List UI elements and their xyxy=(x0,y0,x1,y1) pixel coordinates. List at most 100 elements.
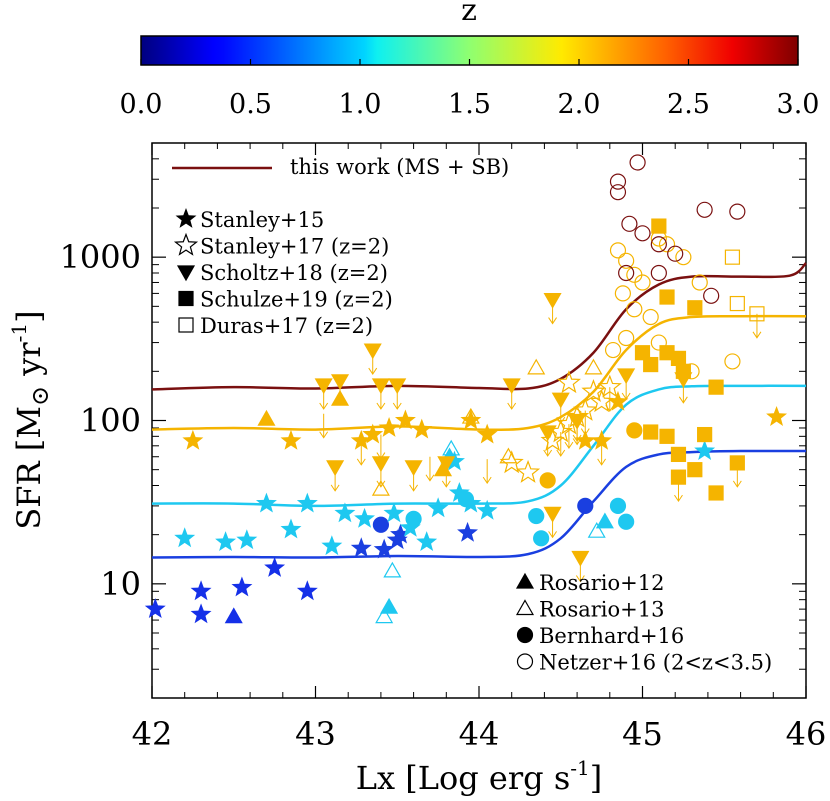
legend-symbol-square-open xyxy=(178,317,194,333)
data-points xyxy=(144,154,788,624)
point-tri-down-filled xyxy=(543,292,562,309)
point-circle-open xyxy=(618,329,635,347)
legend-symbol-circle-filled xyxy=(516,626,534,644)
point-circle-open xyxy=(618,252,635,269)
point-tri-up-filled xyxy=(330,390,350,406)
point-circle-filled xyxy=(609,497,627,515)
point-circle-open xyxy=(675,249,692,266)
upper-limit-arrowhead xyxy=(597,458,607,466)
point-tri-up-open xyxy=(442,439,461,456)
point-square-filled xyxy=(634,345,651,361)
point-star-filled xyxy=(321,535,343,556)
point-circle-open xyxy=(609,173,627,190)
point-circle-filled xyxy=(577,497,594,515)
upper-limit-arrowhead xyxy=(556,449,566,457)
upper-limit-arrowhead xyxy=(441,480,451,488)
point-star-filled xyxy=(215,531,237,552)
point-square-open xyxy=(729,295,745,312)
x-tick-label: 45 xyxy=(622,715,663,753)
upper-limit-arrowhead xyxy=(356,458,366,466)
upper-limit-arrowhead xyxy=(409,484,419,492)
point-star-filled xyxy=(448,481,470,502)
upper-limit-arrowhead xyxy=(376,402,386,410)
point-circle-open xyxy=(650,236,667,253)
point-star-filled xyxy=(264,557,286,577)
legend-line: this work (MS + SB) xyxy=(172,155,509,179)
point-star-filled xyxy=(766,406,788,426)
upper-limit-arrowhead xyxy=(543,449,553,457)
point-star-open xyxy=(581,379,606,403)
point-star-filled xyxy=(354,507,376,528)
model-line-z1 xyxy=(151,384,807,508)
upper-limit-arrowhead xyxy=(752,331,762,339)
point-square-open xyxy=(749,306,765,322)
point-circle-open xyxy=(629,154,646,171)
axis-ticks: 42 43 44 45 46 10 100 1000 xyxy=(60,142,826,753)
sun-symbol: ⊙ xyxy=(26,386,54,406)
upper-limit-arrowhead xyxy=(678,396,688,404)
point-tri-up-filled xyxy=(224,607,243,624)
point-square-filled xyxy=(697,426,713,443)
colorbar-tick-label: 3.0 xyxy=(777,89,820,120)
point-circle-open xyxy=(724,353,741,370)
point-tri-up-open xyxy=(371,479,390,496)
point-star-filled xyxy=(591,429,613,450)
point-circle-open xyxy=(614,285,631,302)
point-star-filled xyxy=(334,502,356,523)
point-star-filled xyxy=(460,409,482,430)
point-square-filled xyxy=(643,356,659,373)
colorbar-tick-label: 2.0 xyxy=(558,89,601,120)
model-line-z0.5 xyxy=(151,449,807,559)
point-circle-open xyxy=(604,341,622,359)
point-tri-down-filled xyxy=(314,378,333,395)
legend-symbol-tri-down-filled xyxy=(176,265,196,282)
point-tri-down-filled xyxy=(371,456,390,473)
point-circle-filled xyxy=(626,422,643,439)
point-circle-open xyxy=(621,215,638,232)
upper-limit-arrowhead xyxy=(482,476,492,485)
colorbar-title: z xyxy=(461,0,477,28)
point-tri-down-filled xyxy=(388,378,407,395)
colorbar-tick-label: 1.0 xyxy=(339,89,382,120)
point-star-filled xyxy=(296,580,318,601)
point-star-open xyxy=(589,389,614,413)
point-star-filled xyxy=(182,429,204,450)
point-star-open xyxy=(556,411,582,435)
point-square-filled xyxy=(643,424,659,440)
point-star-filled xyxy=(255,492,277,513)
point-star-filled xyxy=(280,429,302,450)
point-circle-open xyxy=(667,245,684,262)
legend-symbol-square-filled xyxy=(178,290,194,307)
point-circle-open xyxy=(609,242,627,259)
point-tri-down-filled xyxy=(363,343,382,360)
point-star-filled xyxy=(383,502,405,523)
point-tri-up-open xyxy=(461,407,480,424)
upper-limit-arrowhead xyxy=(564,441,574,450)
legend-label: Netzer+16 (2<z<3.5) xyxy=(539,651,772,675)
point-tri-down-filled xyxy=(371,378,390,395)
point-square-filled xyxy=(670,350,687,366)
point-circle-filled xyxy=(457,491,475,508)
point-star-filled xyxy=(144,598,166,619)
point-star-open xyxy=(499,450,524,474)
point-circle-open xyxy=(634,225,651,242)
point-star-filled xyxy=(607,390,629,411)
point-circle-open xyxy=(683,363,700,380)
point-star-filled xyxy=(457,521,479,542)
legend-label: Scholtz+18 (z=2) xyxy=(200,261,388,285)
point-circle-open xyxy=(626,301,643,318)
y-axis-label: SFR [M⊙ yr-1] xyxy=(7,310,54,529)
upper-limit-arrowhead xyxy=(330,484,340,492)
point-star-filled xyxy=(399,516,421,537)
point-square-filled xyxy=(651,218,667,234)
point-star-open xyxy=(573,397,598,421)
point-circle-open xyxy=(618,264,635,282)
legend-label: Rosario+12 xyxy=(539,571,664,595)
point-circle-open xyxy=(691,274,708,291)
point-star-filled xyxy=(236,529,258,550)
colorbar-ticks: 0.0 0.5 1.0 1.5 2.0 2.5 3.0 xyxy=(120,59,820,120)
point-tri-up-open xyxy=(587,521,606,538)
point-tri-up-open xyxy=(584,358,603,375)
legend-line-label: this work (MS + SB) xyxy=(290,155,509,179)
